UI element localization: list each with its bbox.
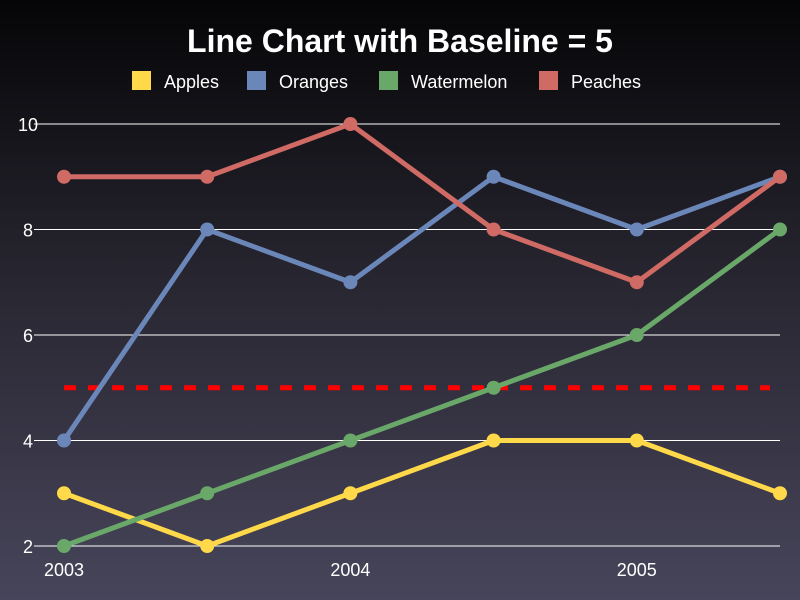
data-point — [773, 222, 787, 237]
data-point — [57, 486, 71, 501]
series-watermelon — [57, 222, 787, 553]
data-point — [486, 169, 501, 184]
data-point — [629, 222, 644, 237]
data-point — [629, 275, 644, 290]
legend-label: Peaches — [571, 72, 641, 92]
data-point — [343, 433, 358, 448]
data-point — [343, 486, 358, 501]
data-point — [486, 222, 501, 237]
legend-swatch — [132, 71, 151, 90]
data-point — [486, 380, 501, 395]
y-tick-label: 2 — [23, 537, 33, 557]
data-point — [773, 486, 787, 501]
data-point — [629, 328, 644, 342]
data-point — [773, 169, 787, 184]
y-tick-label: 10 — [18, 115, 38, 135]
data-point — [57, 433, 71, 448]
legend-swatch — [539, 71, 558, 90]
series-line — [61, 174, 781, 442]
data-point — [200, 486, 215, 501]
legend: Apples Oranges Watermelon Peaches — [132, 71, 641, 92]
legend-label: Watermelon — [411, 72, 507, 92]
x-axis-ticks: 2003 2004 2005 — [44, 560, 657, 580]
data-point — [200, 169, 215, 184]
legend-label: Apples — [164, 72, 219, 92]
data-point — [57, 539, 71, 553]
y-tick-label: 4 — [23, 432, 33, 452]
data-point — [486, 433, 501, 448]
series-layer — [57, 117, 787, 553]
data-point — [57, 169, 71, 184]
legend-swatch — [247, 71, 266, 90]
y-axis-ticks: 2 4 6 8 10 — [18, 115, 38, 557]
gridlines — [34, 123, 780, 547]
data-point — [200, 222, 215, 237]
y-tick-label: 8 — [23, 221, 33, 241]
x-tick-label: 2003 — [44, 560, 84, 580]
x-tick-label: 2004 — [330, 560, 370, 580]
data-point — [343, 275, 358, 290]
series-line — [64, 121, 782, 285]
y-tick-label: 6 — [23, 326, 33, 346]
data-point — [629, 433, 644, 448]
data-point — [343, 117, 358, 131]
legend-swatch — [379, 71, 398, 90]
x-tick-label: 2005 — [617, 560, 657, 580]
series-line — [63, 438, 781, 549]
legend-label: Oranges — [279, 72, 348, 92]
series-peaches — [57, 117, 787, 290]
series-line — [63, 227, 782, 549]
data-point — [200, 539, 215, 553]
series-oranges — [57, 169, 787, 448]
chart-title: Line Chart with Baseline = 5 — [187, 23, 613, 59]
series-apples — [57, 433, 787, 553]
